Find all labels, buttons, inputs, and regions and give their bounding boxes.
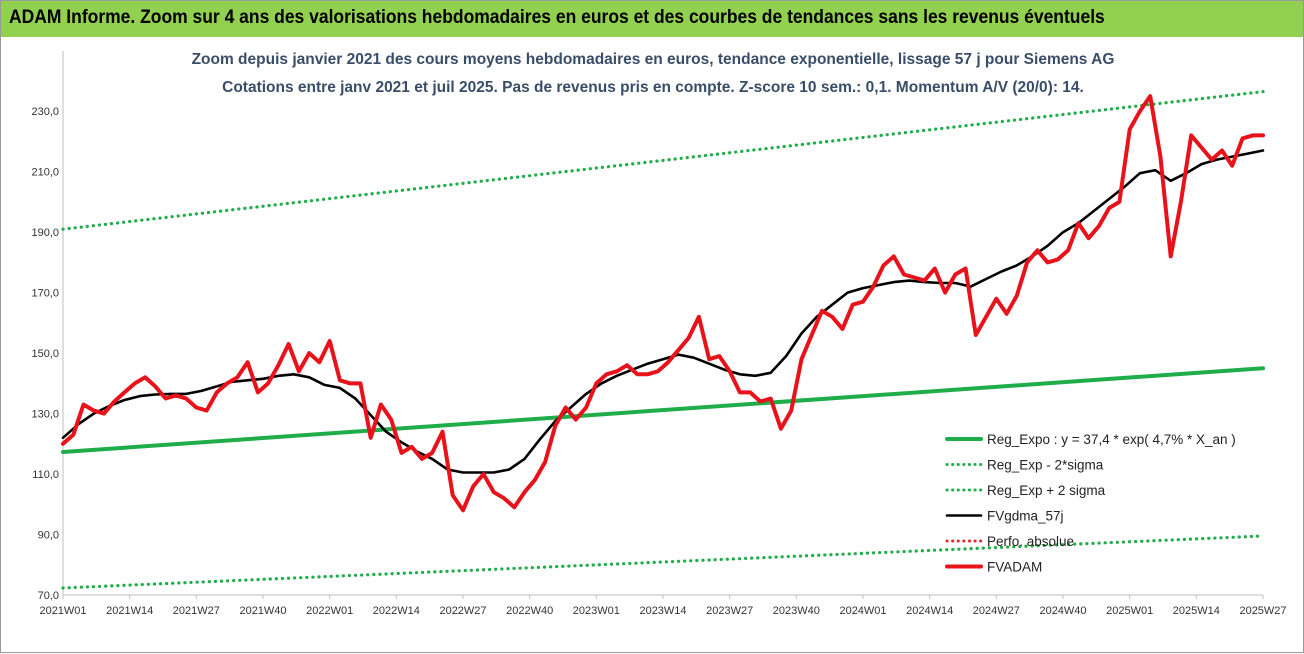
x-tick-label: 2025W01 xyxy=(1106,605,1153,617)
chart-title-line2: Cotations entre janv 2021 et juil 2025. … xyxy=(222,79,1084,96)
y-tick-label: 210,0 xyxy=(31,167,59,179)
x-tick-label: 2024W14 xyxy=(906,605,953,617)
x-tick-label: 2024W27 xyxy=(973,605,1020,617)
series-line-0 xyxy=(61,366,1265,454)
legend-label: Perfo. absolue xyxy=(987,534,1074,549)
x-tick-label: 2023W40 xyxy=(773,605,820,617)
y-tick-label: 230,0 xyxy=(31,106,59,118)
legend-label: FVgdma_57j xyxy=(987,509,1064,524)
x-tick-label: 2022W01 xyxy=(306,605,353,617)
legend-label: Reg_Exp + 2 sigma xyxy=(987,483,1106,498)
legend-label: Reg_Exp - 2*sigma xyxy=(987,458,1104,473)
banner: ADAM Informe. Zoom sur 4 ans des valoris… xyxy=(1,1,1303,37)
series-line-3 xyxy=(61,149,1265,474)
x-tick-label: 2021W40 xyxy=(239,605,286,617)
y-tick-label: 150,0 xyxy=(31,348,59,360)
series-line-1 xyxy=(61,534,1265,590)
legend-label: FVADAM xyxy=(987,560,1042,575)
chart-title-line1: Zoom depuis janvier 2021 des cours moyen… xyxy=(191,51,1115,68)
x-tick-label: 2025W14 xyxy=(1173,605,1220,617)
x-tick-label: 2023W27 xyxy=(706,605,753,617)
y-tick-label: 170,0 xyxy=(31,288,59,300)
x-tick-label: 2021W14 xyxy=(106,605,153,617)
x-tick-label: 2025W27 xyxy=(1239,605,1286,617)
x-tick-label: 2023W01 xyxy=(573,605,620,617)
x-tick-label: 2022W40 xyxy=(506,605,553,617)
x-tick-label: 2023W14 xyxy=(639,605,686,617)
y-tick-label: 190,0 xyxy=(31,227,59,239)
x-tick-label: 2021W27 xyxy=(173,605,220,617)
series-line-2 xyxy=(61,89,1265,231)
legend-label: Reg_Expo : y = 37,4 * exp( 4,7% * X_an ) xyxy=(987,432,1236,447)
x-tick-label: 2022W14 xyxy=(373,605,420,617)
y-tick-label: 90,0 xyxy=(38,530,59,542)
x-tick-label: 2021W01 xyxy=(39,605,86,617)
banner-title: ADAM Informe. Zoom sur 4 ans des valoris… xyxy=(9,7,1105,28)
x-tick-label: 2024W01 xyxy=(839,605,886,617)
x-tick-label: 2022W27 xyxy=(439,605,486,617)
y-tick-label: 110,0 xyxy=(32,469,59,481)
y-tick-label: 70,0 xyxy=(38,590,59,602)
series-line-5 xyxy=(61,94,1265,513)
y-tick-label: 130,0 xyxy=(31,409,59,421)
x-tick-label: 2024W40 xyxy=(1039,605,1086,617)
